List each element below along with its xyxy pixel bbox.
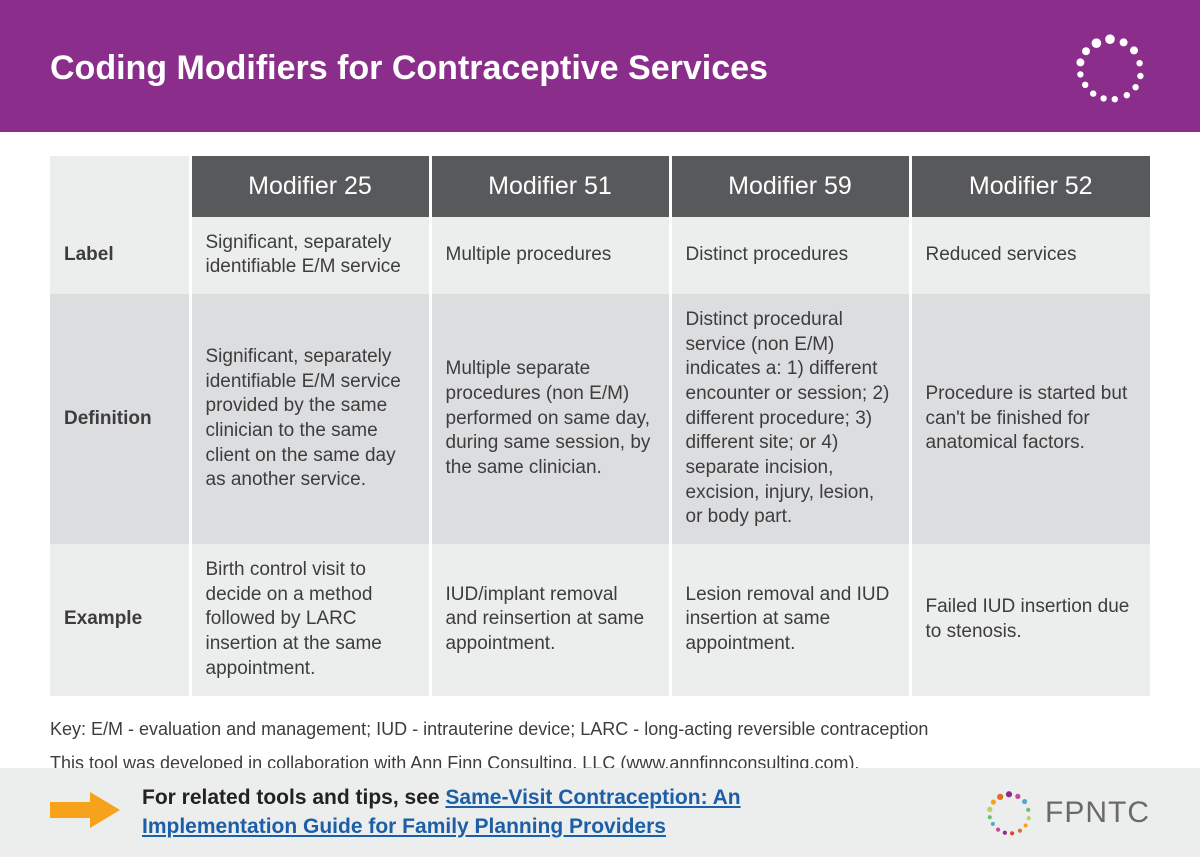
col-mod52: Modifier 52 bbox=[910, 156, 1150, 217]
cell: Failed IUD insertion due to stenosis. bbox=[910, 544, 1150, 695]
cell: Multiple procedures bbox=[430, 217, 670, 294]
page-title: Coding Modifiers for Contraceptive Servi… bbox=[50, 49, 768, 88]
col-mod59: Modifier 59 bbox=[670, 156, 910, 217]
rowhead-definition: Definition bbox=[50, 294, 190, 544]
table-row: Label Significant, separately identifiab… bbox=[50, 217, 1150, 294]
col-mod25: Modifier 25 bbox=[190, 156, 430, 217]
table-header-row: Modifier 25 Modifier 51 Modifier 59 Modi… bbox=[50, 156, 1150, 217]
key-text: Key: E/M - evaluation and management; IU… bbox=[50, 716, 1150, 742]
table-row: Example Birth control visit to decide on… bbox=[50, 544, 1150, 695]
header: Coding Modifiers for Contraceptive Servi… bbox=[0, 0, 1200, 132]
notes: Key: E/M - evaluation and management; IU… bbox=[0, 706, 1200, 776]
cell: Birth control visit to decide on a metho… bbox=[190, 544, 430, 695]
rowhead-label: Label bbox=[50, 217, 190, 294]
cell: Distinct procedural service (non E/M) in… bbox=[670, 294, 910, 544]
content: Modifier 25 Modifier 51 Modifier 59 Modi… bbox=[0, 132, 1200, 706]
table-row: Definition Significant, separately ident… bbox=[50, 294, 1150, 544]
ring-dots-color-icon bbox=[983, 787, 1035, 839]
cell: Significant, separately identifiable E/M… bbox=[190, 294, 430, 544]
col-blank bbox=[50, 156, 190, 217]
arrow-right-icon bbox=[50, 792, 120, 833]
footer: For related tools and tips, see Same-Vis… bbox=[0, 768, 1200, 857]
cell: Distinct procedures bbox=[670, 217, 910, 294]
cell: Significant, separately identifiable E/M… bbox=[190, 217, 430, 294]
rowhead-example: Example bbox=[50, 544, 190, 695]
cell: IUD/implant removal and reinsertion at s… bbox=[430, 544, 670, 695]
footer-logo: FPNTC bbox=[983, 787, 1150, 839]
footer-lead: For related tools and tips, see bbox=[142, 786, 445, 809]
cell: Multiple separate procedures (non E/M) p… bbox=[430, 294, 670, 544]
cell: Lesion removal and IUD insertion at same… bbox=[670, 544, 910, 695]
ring-dots-icon bbox=[1070, 28, 1150, 108]
cell: Reduced services bbox=[910, 217, 1150, 294]
cell: Procedure is started but can't be finish… bbox=[910, 294, 1150, 544]
footer-logo-text: FPNTC bbox=[1045, 796, 1150, 830]
col-mod51: Modifier 51 bbox=[430, 156, 670, 217]
modifiers-table: Modifier 25 Modifier 51 Modifier 59 Modi… bbox=[50, 156, 1150, 696]
footer-text: For related tools and tips, see Same-Vis… bbox=[142, 784, 862, 841]
footer-left: For related tools and tips, see Same-Vis… bbox=[50, 784, 862, 841]
